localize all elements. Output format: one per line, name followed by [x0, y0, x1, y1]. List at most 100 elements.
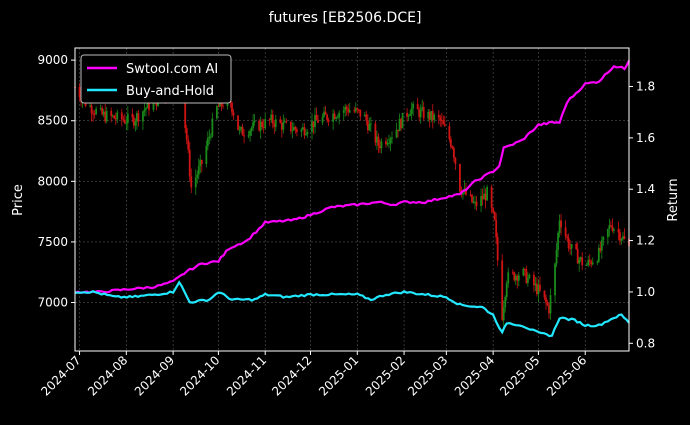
- candle-body: [397, 129, 399, 132]
- candle-body: [222, 105, 224, 107]
- candle-body: [102, 111, 105, 115]
- candle-body: [232, 112, 235, 116]
- candle-body: [209, 136, 212, 138]
- candle-body: [285, 121, 288, 123]
- y-tick-label: 7000: [37, 296, 68, 310]
- legend: Swtool.com AI Buy-and-Hold: [80, 54, 232, 104]
- candle-body: [280, 122, 283, 130]
- candle-body: [554, 263, 556, 296]
- candle-body: [111, 115, 114, 117]
- candle-body: [588, 259, 591, 262]
- candle-body: [238, 129, 241, 131]
- candle-body: [388, 143, 390, 145]
- candle-body: [363, 114, 366, 117]
- candle-body: [208, 136, 211, 138]
- chart-title: futures [EB2506.DCE]: [269, 10, 422, 26]
- candle-body: [89, 105, 91, 107]
- candle-body: [132, 117, 135, 126]
- candle-body: [359, 109, 362, 117]
- candle-body: [412, 103, 415, 109]
- candle-body: [366, 120, 369, 131]
- candle-body: [511, 272, 514, 274]
- candle-body: [324, 111, 327, 115]
- candle-body: [611, 225, 614, 231]
- candle-body: [312, 121, 315, 128]
- candle-body: [194, 177, 197, 188]
- candle-body: [376, 136, 378, 143]
- candle-body: [475, 201, 478, 206]
- candle-body: [623, 236, 626, 239]
- candle-body: [409, 114, 412, 116]
- candle-body: [545, 297, 547, 303]
- candle-body: [406, 112, 408, 117]
- y2-tick-label: 1.8: [636, 80, 655, 94]
- candle-body: [609, 225, 612, 227]
- candle-body: [480, 196, 482, 206]
- candle-body: [620, 239, 623, 241]
- candle-body: [474, 201, 476, 203]
- candle-body: [148, 100, 150, 110]
- candle-body: [92, 113, 95, 115]
- candle-body: [483, 193, 485, 200]
- candle-body: [534, 283, 537, 286]
- candle-body: [253, 120, 256, 123]
- candle-body: [282, 122, 285, 130]
- candle-body: [101, 108, 104, 115]
- candle-body: [389, 138, 392, 144]
- y-tick-label: 7500: [37, 235, 68, 249]
- candle-body: [557, 232, 559, 250]
- candle-body: [587, 259, 590, 265]
- candle-body: [558, 220, 561, 233]
- candle-body: [502, 307, 505, 321]
- candle-body: [205, 146, 208, 164]
- candle-body: [240, 126, 242, 130]
- candle-body: [439, 117, 442, 120]
- plot-frame: [74, 47, 630, 352]
- candle-body: [335, 117, 338, 119]
- candle-body: [137, 113, 140, 122]
- candle-body: [427, 111, 430, 119]
- candle-body: [513, 272, 516, 281]
- y2-axis-label: Return: [666, 178, 681, 221]
- candle-body: [471, 194, 473, 203]
- candle-body: [507, 272, 510, 284]
- candle-body: [357, 109, 360, 111]
- candle-body: [289, 121, 292, 132]
- candle-body: [428, 111, 431, 120]
- benchmark-return-line: [74, 280, 630, 338]
- y-axis-label: Price: [11, 184, 26, 216]
- candle-body: [354, 108, 357, 112]
- candle-body: [185, 128, 188, 140]
- candle-body: [448, 125, 451, 140]
- candle-body: [490, 186, 493, 208]
- candle-body: [516, 276, 519, 281]
- candle-body: [451, 146, 454, 149]
- candle-body: [250, 128, 253, 131]
- candle-body: [410, 108, 413, 115]
- candle-body: [247, 135, 250, 137]
- candle-body: [311, 121, 313, 133]
- candle-body: [365, 114, 368, 121]
- candle-body: [184, 91, 187, 129]
- candle-body: [303, 127, 306, 136]
- candle-body: [296, 129, 298, 132]
- candle-body: [522, 268, 525, 276]
- candle-body: [380, 141, 383, 149]
- candle-body: [449, 139, 452, 147]
- candle-body: [125, 122, 128, 124]
- candle-body: [145, 108, 147, 110]
- candle-body: [122, 119, 125, 121]
- candle-body: [514, 276, 517, 281]
- candle-body: [537, 284, 540, 295]
- strategy-return-line: [74, 60, 630, 294]
- candle-body: [585, 264, 588, 266]
- candle-body: [575, 244, 578, 249]
- candle-body: [273, 123, 276, 127]
- candle-body: [135, 113, 138, 122]
- candle-body: [419, 109, 422, 118]
- candle-body: [564, 227, 567, 237]
- y2-tick-label: 1.6: [636, 131, 655, 145]
- candle-body: [113, 115, 116, 119]
- candle-body: [465, 188, 467, 195]
